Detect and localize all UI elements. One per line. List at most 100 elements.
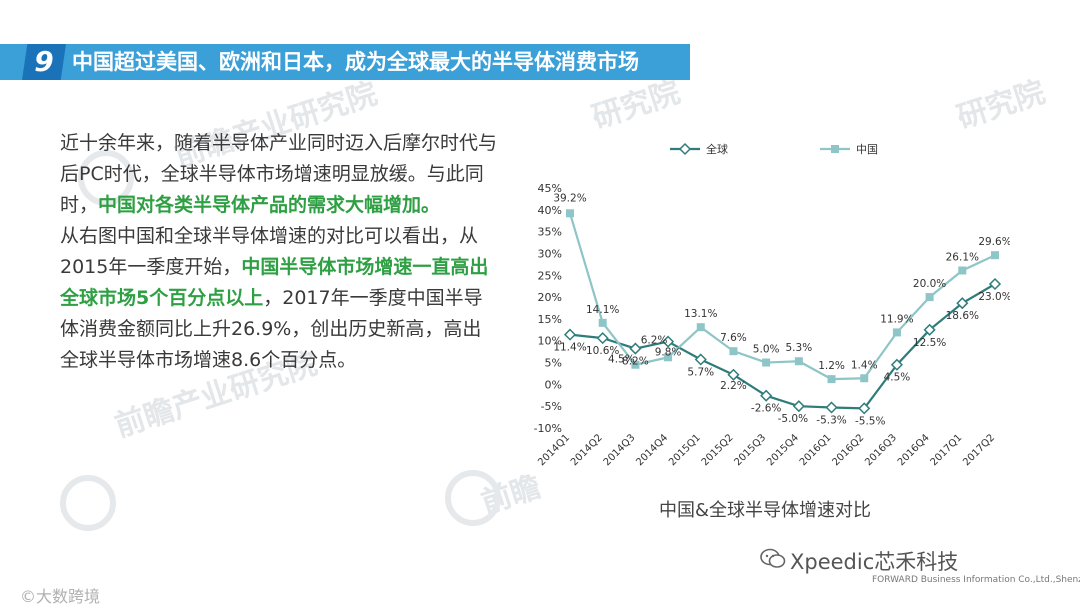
y-tick-label: 25% <box>538 269 562 282</box>
data-label: 39.2% <box>553 192 586 204</box>
data-label: 4.5% <box>608 354 635 366</box>
legend-marker <box>678 142 692 156</box>
y-tick-label: 45% <box>538 182 562 195</box>
data-label: 5.0% <box>753 344 780 356</box>
data-label: 9.8% <box>655 347 682 359</box>
data-point <box>860 374 869 383</box>
data-label: 11.4% <box>553 342 586 354</box>
paragraph-1: 近十余年来，随着半导体产业同时迈入后摩尔时代与后PC时代，全球半导体市场增速明显… <box>60 128 500 221</box>
data-point <box>664 353 673 362</box>
y-tick-label: 5% <box>545 357 562 370</box>
x-tick-label: 2014Q2 <box>569 432 605 468</box>
data-point <box>727 368 740 381</box>
watermark-logo <box>60 475 116 531</box>
data-label: 26.1% <box>946 251 979 263</box>
paragraph-text: 近十余年来，随着半导体产业同时迈入后摩尔时代与后PC时代，全球半导体市场增速明显… <box>60 132 498 216</box>
data-point <box>988 277 1002 291</box>
data-point <box>792 400 805 413</box>
data-label-layer: 11.4% 10.6%8.2% 9.8% 5.7% 2.2% -2.6%-5.0% -5.3… <box>553 192 1010 427</box>
footer-source: ©大数跨境 <box>20 587 101 606</box>
data-point <box>958 266 967 275</box>
data-label: 1.2% <box>818 360 845 372</box>
x-tick-label: 2017Q2 <box>961 432 997 468</box>
section-title: 中国超过美国、欧洲和日本，成为全球最大的半导体消费市场 <box>72 50 639 74</box>
data-label: 13.1% <box>684 308 717 320</box>
data-label: 23.0% <box>978 291 1010 303</box>
y-tick-label: 30% <box>538 247 562 260</box>
x-tick-label: 2015Q2 <box>700 432 736 468</box>
data-label: 18.6% <box>946 310 979 322</box>
x-tick-label: 2015Q4 <box>765 432 801 468</box>
data-label: 2.2% <box>720 380 747 392</box>
data-label: 6.2% <box>641 334 668 346</box>
data-point <box>694 353 707 366</box>
body-text: 近十余年来，随着半导体产业同时迈入后摩尔时代与后PC时代，全球半导体市场增速明显… <box>60 128 500 376</box>
data-label: 5.7% <box>687 366 714 378</box>
y-tick-label: 15% <box>538 313 562 326</box>
data-label: 12.5% <box>913 337 946 349</box>
paragraph-text: 从右图中国和全球半导体增速的对比可以看出，从2015年一季度开始， <box>60 225 479 278</box>
data-point <box>629 342 642 355</box>
paragraph-2: 从右图中国和全球半导体增速的对比可以看出，从2015年一季度开始，中国半导体市场… <box>60 221 500 376</box>
series-layer <box>563 209 1002 415</box>
highlight-text: 中国对各类半导体产品的需求大幅增加。 <box>98 194 441 216</box>
data-label: 11.9% <box>880 313 913 325</box>
data-label: 4.5% <box>884 372 911 384</box>
x-tick-label: 2014Q1 <box>536 432 572 468</box>
section-number: 9 <box>22 44 66 80</box>
y-tick-label: 20% <box>538 291 562 304</box>
data-point <box>566 209 574 218</box>
x-tick-label: 2014Q4 <box>634 432 670 468</box>
data-point <box>729 347 738 356</box>
x-tick-label: 2014Q3 <box>602 432 638 468</box>
chart-caption: 中国&全球半导体增速对比 <box>658 500 872 521</box>
data-point <box>991 251 999 260</box>
y-tick-label: 0% <box>545 378 562 391</box>
series-line <box>568 212 996 381</box>
footer-company: FORWARD Business Information Co.,Ltd.,Sh… <box>872 575 1080 585</box>
highlight-text: 中国半导体市场增速一直高出全球市场5个百分点以上 <box>60 256 489 309</box>
x-tick-label: 2016Q4 <box>896 432 932 468</box>
data-point <box>825 401 838 414</box>
data-point <box>563 328 577 341</box>
data-point <box>890 358 903 371</box>
section-header-bar <box>0 44 690 80</box>
data-point <box>827 375 836 384</box>
data-label: -5.3% <box>816 414 846 426</box>
chart-legend: 全球 中国 <box>670 142 878 156</box>
data-label: -5.5% <box>855 415 885 427</box>
series-line <box>569 283 996 410</box>
wechat-icon <box>760 548 786 568</box>
data-point <box>596 332 609 345</box>
x-tick-label: 2016Q2 <box>831 432 867 468</box>
data-label: 5.3% <box>786 342 813 354</box>
data-point <box>925 293 934 302</box>
y-tick-label: 10% <box>538 335 562 348</box>
x-tick-label: 2017Q1 <box>929 432 965 468</box>
data-point <box>794 357 803 366</box>
data-label: 8.2% <box>622 356 649 368</box>
y-tick-label: -10% <box>534 422 562 435</box>
y-axis: -10% -5% 0% 5% 10% 15% 20% 25% 30% 35% 40% 45% <box>534 182 562 435</box>
legend-marker <box>831 145 839 153</box>
data-label: 1.4% <box>851 359 878 371</box>
data-point <box>662 335 675 348</box>
data-label: 14.1% <box>586 304 619 316</box>
data-label: 20.0% <box>913 278 946 290</box>
watermark-logo <box>78 150 134 206</box>
data-point <box>923 323 936 336</box>
watermark-text: 研究院 <box>952 74 1050 136</box>
legend-label: 全球 <box>706 142 728 156</box>
legend-label: 中国 <box>856 143 878 156</box>
data-point <box>760 389 773 402</box>
data-point <box>762 358 771 367</box>
x-tick-label: 2015Q1 <box>667 432 703 468</box>
paragraph-text: ，2017年一季度中国半导体消费金额同比上升26.9%，创出历史新高，高出全球半… <box>60 287 483 371</box>
y-tick-label: -5% <box>541 400 562 413</box>
data-label: 29.6% <box>978 236 1010 248</box>
data-point <box>858 402 871 415</box>
watermark-logo <box>445 470 501 526</box>
growth-comparison-chart: 全球 中国 -10% -5% 0% 5% 10% 15% 20% 25% 30% 35% 40% 45%… <box>534 142 1010 468</box>
data-point <box>631 360 640 369</box>
